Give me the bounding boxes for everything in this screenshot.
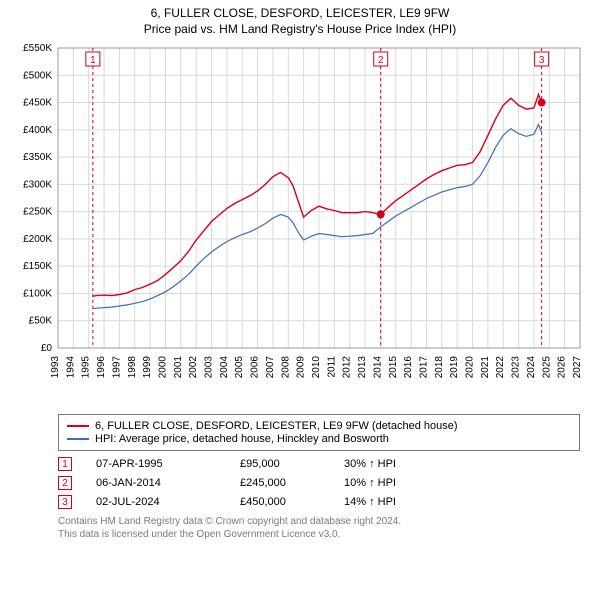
event-date: 02-JUL-2024 <box>96 496 216 508</box>
event-price: £450,000 <box>240 496 320 508</box>
event-price: £245,000 <box>240 477 320 489</box>
svg-text:1997: 1997 <box>111 356 122 379</box>
svg-text:2019: 2019 <box>449 356 460 379</box>
event-number-badge: 3 <box>58 495 72 509</box>
event-date: 07-APR-1995 <box>96 458 216 470</box>
event-row: 3 02-JUL-2024 £450,000 14% ↑ HPI <box>58 495 580 509</box>
svg-text:2011: 2011 <box>326 356 337 378</box>
svg-text:£100K: £100K <box>23 288 52 299</box>
svg-text:1: 1 <box>90 55 96 66</box>
svg-text:£250K: £250K <box>23 207 52 218</box>
chart-area: £0 £50K £100K £150K £200K £250K £300K £350K £400… <box>0 38 600 408</box>
svg-text:2: 2 <box>378 55 384 66</box>
svg-text:1998: 1998 <box>127 356 138 379</box>
svg-text:2007: 2007 <box>265 356 276 379</box>
event-delta: 14% ↑ HPI <box>344 496 396 508</box>
event-row: 1 07-APR-1995 £95,000 30% ↑ HPI <box>58 457 580 471</box>
legend-swatch <box>67 425 89 427</box>
svg-text:1999: 1999 <box>142 356 153 379</box>
svg-text:2024: 2024 <box>526 356 537 379</box>
event-number-badge: 1 <box>58 457 72 471</box>
event-price: £95,000 <box>240 458 320 470</box>
event-delta: 30% ↑ HPI <box>344 458 396 470</box>
legend-label: 6, FULLER CLOSE, DESFORD, LEICESTER, LE9… <box>95 420 458 432</box>
svg-text:£400K: £400K <box>23 125 52 136</box>
event-date: 06-JAN-2014 <box>96 477 216 489</box>
events-table: 1 07-APR-1995 £95,000 30% ↑ HPI 2 06-JAN-2014… <box>58 457 580 509</box>
line-chart-svg: £0 £50K £100K £150K £200K £250K £300K £350K £400… <box>0 38 600 408</box>
svg-text:£300K: £300K <box>23 179 52 190</box>
footnote-line-2: This data is licensed under the Open Gov… <box>58 528 580 541</box>
svg-text:£50K: £50K <box>29 316 53 327</box>
legend: 6, FULLER CLOSE, DESFORD, LEICESTER, LE9… <box>58 414 580 451</box>
svg-text:2015: 2015 <box>388 356 399 379</box>
svg-text:2023: 2023 <box>511 356 522 379</box>
svg-text:£450K: £450K <box>23 98 52 109</box>
svg-text:2017: 2017 <box>418 356 429 379</box>
svg-text:2000: 2000 <box>157 356 168 379</box>
chart-title-subtitle: Price paid vs. HM Land Registry's House … <box>0 22 600 36</box>
svg-text:£150K: £150K <box>23 261 52 272</box>
svg-text:2010: 2010 <box>311 356 322 379</box>
footnote-line-1: Contains HM Land Registry data © Crown c… <box>58 515 580 528</box>
svg-text:2008: 2008 <box>280 356 291 379</box>
footnote: Contains HM Land Registry data © Crown c… <box>58 515 580 541</box>
svg-text:1995: 1995 <box>81 356 92 379</box>
svg-text:2002: 2002 <box>188 356 199 379</box>
svg-text:2026: 2026 <box>557 356 568 379</box>
event-delta: 10% ↑ HPI <box>344 477 396 489</box>
chart-title-address: 6, FULLER CLOSE, DESFORD, LEICESTER, LE9… <box>0 6 600 20</box>
event-number-badge: 2 <box>58 476 72 490</box>
svg-text:2006: 2006 <box>250 356 261 379</box>
svg-text:2022: 2022 <box>495 356 506 379</box>
svg-text:2004: 2004 <box>219 356 230 379</box>
svg-text:£0: £0 <box>41 343 53 354</box>
svg-text:£550K: £550K <box>23 43 52 54</box>
svg-text:1996: 1996 <box>96 356 107 379</box>
svg-text:3: 3 <box>539 55 545 66</box>
svg-text:1994: 1994 <box>65 356 76 379</box>
legend-swatch <box>67 438 89 440</box>
svg-text:2014: 2014 <box>372 356 383 379</box>
svg-text:£500K: £500K <box>23 70 52 81</box>
legend-row: HPI: Average price, detached house, Hinc… <box>67 433 571 445</box>
svg-text:2016: 2016 <box>403 356 414 379</box>
svg-text:2003: 2003 <box>204 356 215 379</box>
svg-text:1993: 1993 <box>50 356 61 379</box>
legend-row: 6, FULLER CLOSE, DESFORD, LEICESTER, LE9… <box>67 420 571 432</box>
svg-text:2012: 2012 <box>342 356 353 379</box>
legend-label: HPI: Average price, detached house, Hinc… <box>95 433 389 445</box>
svg-text:2001: 2001 <box>173 356 184 379</box>
svg-text:2018: 2018 <box>434 356 445 379</box>
svg-text:£350K: £350K <box>23 152 52 163</box>
svg-text:2005: 2005 <box>234 356 245 379</box>
svg-text:2027: 2027 <box>572 356 583 379</box>
svg-text:2025: 2025 <box>541 356 552 379</box>
event-row: 2 06-JAN-2014 £245,000 10% ↑ HPI <box>58 476 580 490</box>
svg-text:£200K: £200K <box>23 234 52 245</box>
svg-text:2009: 2009 <box>296 356 307 379</box>
svg-text:2020: 2020 <box>465 356 476 379</box>
svg-text:2013: 2013 <box>357 356 368 379</box>
svg-text:2021: 2021 <box>480 356 491 379</box>
